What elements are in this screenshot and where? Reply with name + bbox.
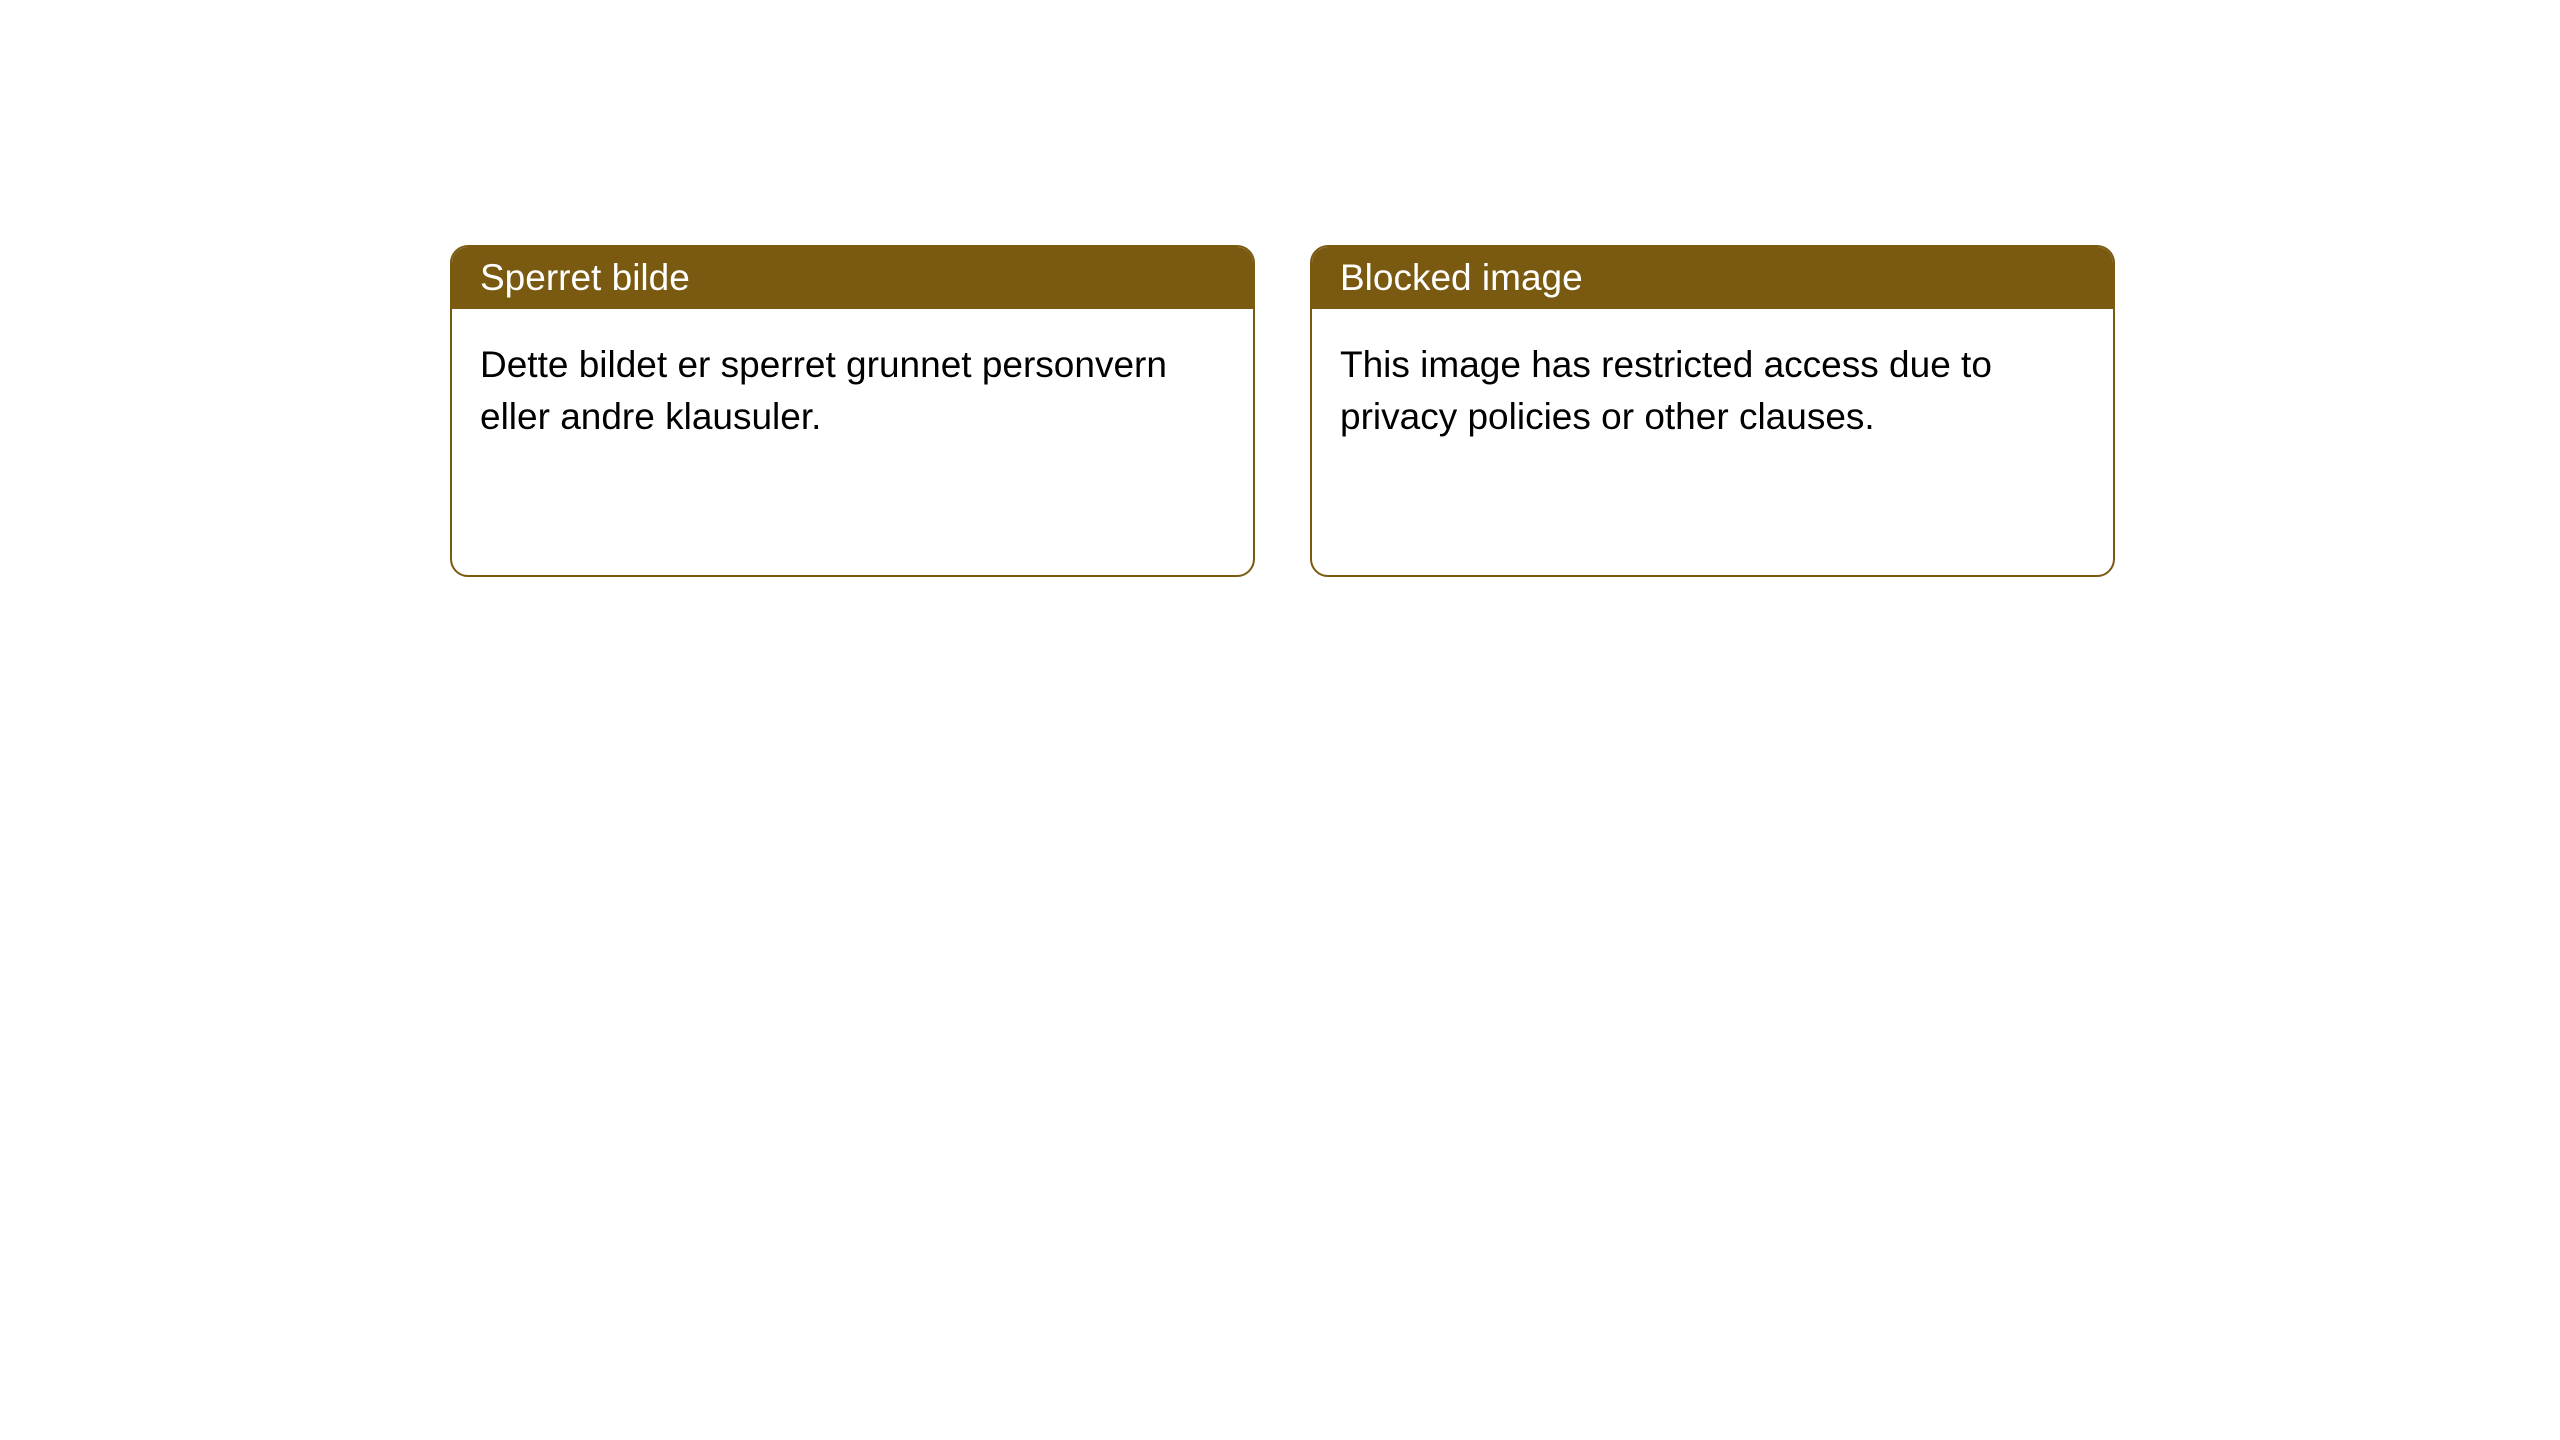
notice-card-english: Blocked image This image has restricted …	[1310, 245, 2115, 577]
card-body: This image has restricted access due to …	[1312, 309, 2113, 473]
card-title: Sperret bilde	[480, 257, 690, 298]
card-body-text: This image has restricted access due to …	[1340, 344, 1992, 437]
card-body: Dette bildet er sperret grunnet personve…	[452, 309, 1253, 473]
card-title: Blocked image	[1340, 257, 1583, 298]
notice-container: Sperret bilde Dette bildet er sperret gr…	[0, 0, 2560, 577]
card-header: Blocked image	[1312, 247, 2113, 309]
notice-card-norwegian: Sperret bilde Dette bildet er sperret gr…	[450, 245, 1255, 577]
card-body-text: Dette bildet er sperret grunnet personve…	[480, 344, 1167, 437]
card-header: Sperret bilde	[452, 247, 1253, 309]
